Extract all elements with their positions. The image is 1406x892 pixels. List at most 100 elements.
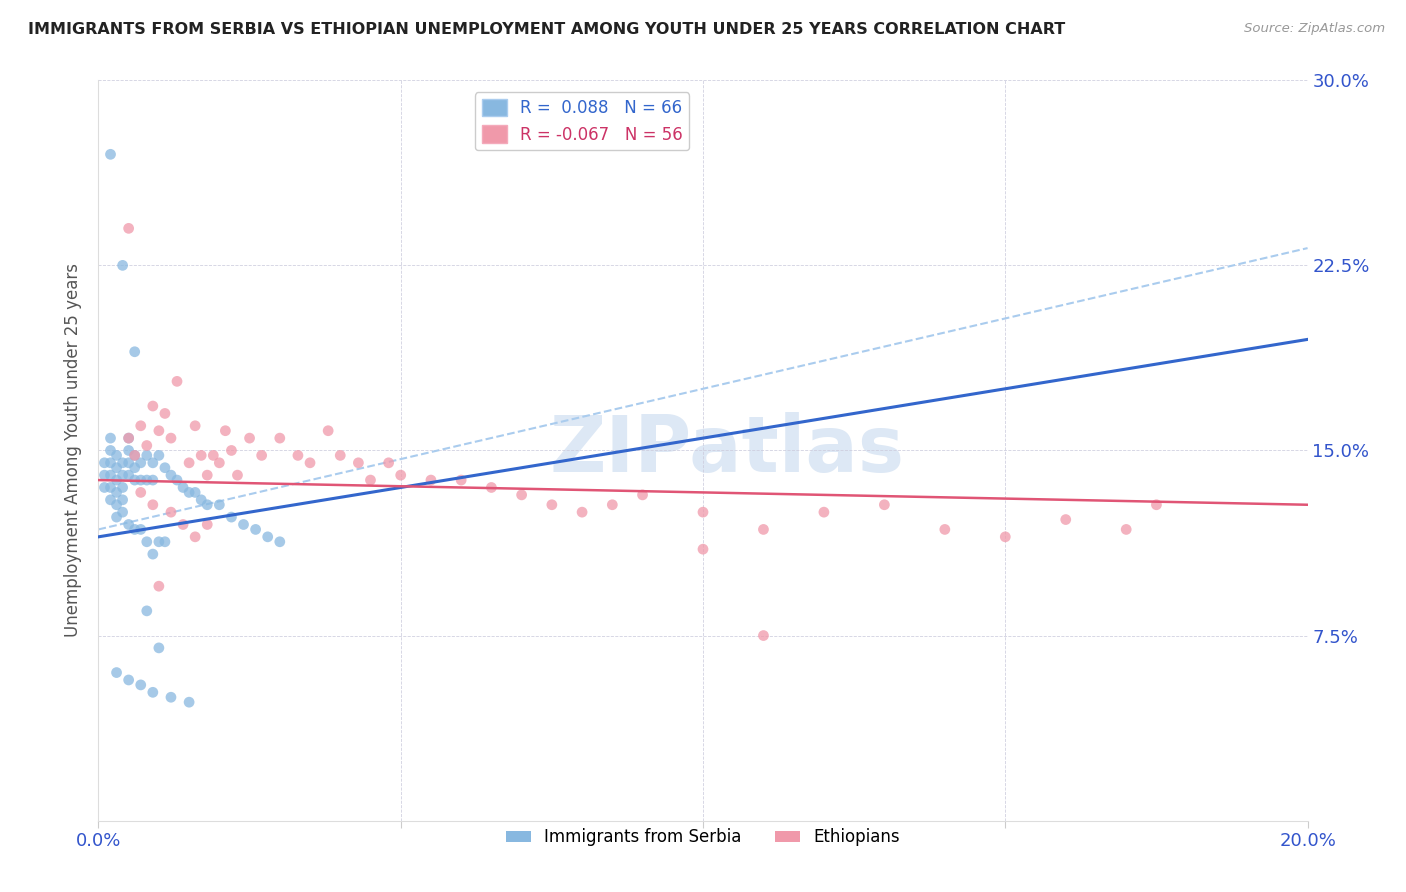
Point bbox=[105, 460, 128, 475]
Point bbox=[214, 424, 236, 438]
Point bbox=[179, 456, 201, 470]
Point bbox=[100, 492, 122, 507]
Point bbox=[100, 147, 122, 161]
Point bbox=[142, 473, 165, 487]
Point bbox=[184, 485, 207, 500]
Point bbox=[692, 542, 714, 557]
Point bbox=[111, 480, 134, 494]
Point bbox=[160, 690, 183, 705]
Point bbox=[450, 473, 472, 487]
Point bbox=[118, 517, 141, 532]
Point bbox=[111, 258, 134, 272]
Point bbox=[105, 449, 128, 463]
Point bbox=[160, 431, 183, 445]
Point bbox=[510, 488, 533, 502]
Point bbox=[124, 460, 146, 475]
Point bbox=[142, 456, 165, 470]
Point bbox=[184, 530, 207, 544]
Point bbox=[129, 523, 152, 537]
Point bbox=[269, 534, 291, 549]
Point bbox=[208, 498, 231, 512]
Point bbox=[172, 517, 194, 532]
Point bbox=[934, 523, 956, 537]
Point bbox=[752, 523, 775, 537]
Point bbox=[100, 443, 122, 458]
Point bbox=[873, 498, 896, 512]
Point bbox=[129, 456, 152, 470]
Point bbox=[118, 221, 141, 235]
Point bbox=[202, 449, 225, 463]
Point bbox=[148, 640, 170, 655]
Point bbox=[111, 468, 134, 483]
Point bbox=[135, 604, 157, 618]
Point bbox=[160, 468, 183, 483]
Point bbox=[153, 407, 176, 421]
Point bbox=[93, 456, 115, 470]
Point bbox=[93, 480, 115, 494]
Point bbox=[118, 431, 141, 445]
Point bbox=[377, 456, 399, 470]
Point bbox=[129, 678, 152, 692]
Point bbox=[124, 449, 146, 463]
Point bbox=[602, 498, 624, 512]
Point bbox=[148, 449, 170, 463]
Point bbox=[994, 530, 1017, 544]
Legend: Immigrants from Serbia, Ethiopians: Immigrants from Serbia, Ethiopians bbox=[499, 822, 907, 853]
Point bbox=[226, 468, 249, 483]
Point bbox=[299, 456, 322, 470]
Point bbox=[1054, 512, 1077, 526]
Point bbox=[329, 449, 352, 463]
Point bbox=[142, 685, 165, 699]
Y-axis label: Unemployment Among Youth under 25 years: Unemployment Among Youth under 25 years bbox=[65, 263, 83, 638]
Point bbox=[360, 473, 382, 487]
Point bbox=[250, 449, 273, 463]
Text: ZIPatlas: ZIPatlas bbox=[550, 412, 904, 489]
Point bbox=[135, 534, 157, 549]
Point bbox=[100, 456, 122, 470]
Point bbox=[153, 460, 176, 475]
Point bbox=[105, 498, 128, 512]
Text: Source: ZipAtlas.com: Source: ZipAtlas.com bbox=[1244, 22, 1385, 36]
Point bbox=[135, 473, 157, 487]
Point bbox=[1144, 498, 1167, 512]
Point bbox=[347, 456, 370, 470]
Point bbox=[179, 485, 201, 500]
Point bbox=[232, 517, 254, 532]
Point bbox=[129, 473, 152, 487]
Point bbox=[105, 485, 128, 500]
Point bbox=[124, 473, 146, 487]
Point bbox=[100, 480, 122, 494]
Point bbox=[221, 443, 243, 458]
Point bbox=[153, 534, 176, 549]
Point bbox=[190, 492, 212, 507]
Point bbox=[540, 498, 562, 512]
Point bbox=[239, 431, 262, 445]
Point bbox=[111, 492, 134, 507]
Point bbox=[179, 695, 201, 709]
Point bbox=[316, 424, 339, 438]
Point bbox=[124, 449, 146, 463]
Point bbox=[160, 505, 183, 519]
Point bbox=[245, 523, 267, 537]
Point bbox=[124, 344, 146, 359]
Point bbox=[166, 375, 188, 389]
Point bbox=[142, 399, 165, 413]
Point bbox=[752, 628, 775, 642]
Point bbox=[269, 431, 291, 445]
Point bbox=[389, 468, 412, 483]
Point bbox=[287, 449, 309, 463]
Point bbox=[129, 485, 152, 500]
Point bbox=[148, 424, 170, 438]
Point bbox=[118, 673, 141, 687]
Point bbox=[172, 480, 194, 494]
Point bbox=[571, 505, 593, 519]
Point bbox=[195, 517, 218, 532]
Point bbox=[135, 438, 157, 452]
Point bbox=[105, 510, 128, 524]
Point bbox=[129, 418, 152, 433]
Text: IMMIGRANTS FROM SERBIA VS ETHIOPIAN UNEMPLOYMENT AMONG YOUTH UNDER 25 YEARS CORR: IMMIGRANTS FROM SERBIA VS ETHIOPIAN UNEM… bbox=[28, 22, 1066, 37]
Point bbox=[105, 473, 128, 487]
Point bbox=[105, 665, 128, 680]
Point bbox=[118, 443, 141, 458]
Point bbox=[124, 523, 146, 537]
